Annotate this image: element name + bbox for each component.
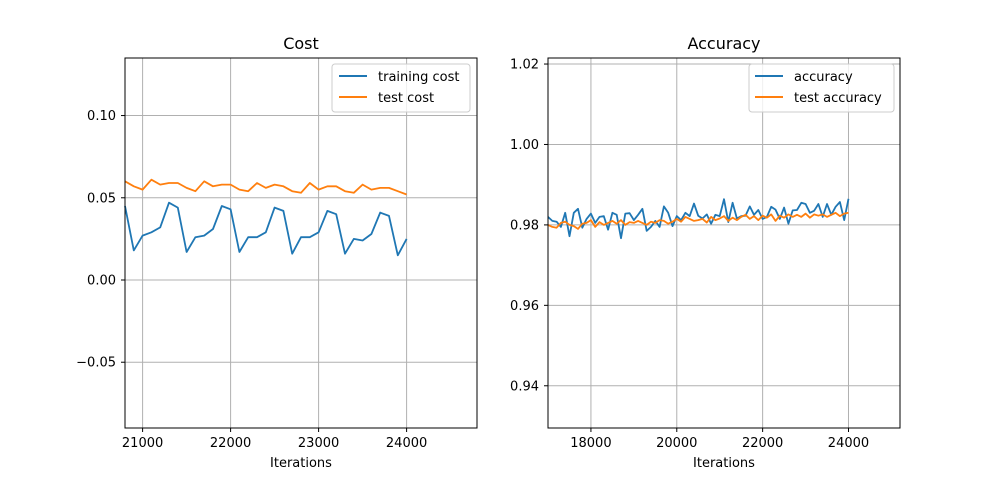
axes-frame <box>547 57 901 429</box>
series-line-training-cost <box>124 201 408 257</box>
cost-chart-title: Cost <box>283 34 319 53</box>
y-tick-label: 0.98 <box>510 218 539 233</box>
x-tick-label: 18000 <box>570 436 611 451</box>
accuracy-chart-x-axis-label: Iterations <box>693 456 755 471</box>
series-line-accuracy <box>547 198 850 240</box>
x-tick-label: 20000 <box>656 436 697 451</box>
x-tick-label: 24000 <box>386 436 427 451</box>
x-tick-label: 24000 <box>828 436 869 451</box>
cost-chart-legend: training cost test cost <box>331 63 471 113</box>
y-tick-label: 0.05 <box>87 191 116 206</box>
y-tick-label: −0.05 <box>76 356 116 371</box>
legend-label-accuracy: accuracy <box>794 70 853 85</box>
x-tick-label: 22000 <box>742 436 783 451</box>
series-line-test-accuracy <box>547 211 849 230</box>
y-tick-label: 0.00 <box>87 274 116 289</box>
x-tick-label: 23000 <box>298 436 339 451</box>
y-tick-label: 0.10 <box>87 109 116 124</box>
y-tick-label: 1.00 <box>510 138 539 153</box>
y-tick-label: 0.96 <box>510 299 539 314</box>
y-tick-label: 1.02 <box>510 58 539 73</box>
legend-label-test-accuracy: test accuracy <box>794 91 882 106</box>
series-line-test-cost <box>124 178 407 196</box>
legend-box <box>748 63 895 113</box>
plot-area: 21000 22000 23000 24000 −0.05 0.00 0.05 0.10 <box>76 57 478 451</box>
legend-label-training-cost: training cost <box>378 70 459 85</box>
plot-area: 18000 20000 22000 24000 0.94 0.96 0.98 1.00 1.02 <box>510 57 901 451</box>
x-tick-label: 21000 <box>122 436 163 451</box>
y-tick-label: 0.94 <box>510 379 539 394</box>
cost-chart-x-axis-label: Iterations <box>270 456 332 471</box>
accuracy-chart-title: Accuracy <box>687 34 760 53</box>
cost-chart: Cost Iterations 21000 22000 23000 24000 −0.0… <box>76 34 478 471</box>
legend-label-test-cost: test cost <box>378 91 434 106</box>
accuracy-chart-legend: accuracy test accuracy <box>748 63 895 113</box>
axes-frame <box>124 57 478 429</box>
accuracy-chart: Accuracy Iterations 18000 20000 22000 24000… <box>510 34 901 471</box>
x-tick-label: 22000 <box>210 436 251 451</box>
